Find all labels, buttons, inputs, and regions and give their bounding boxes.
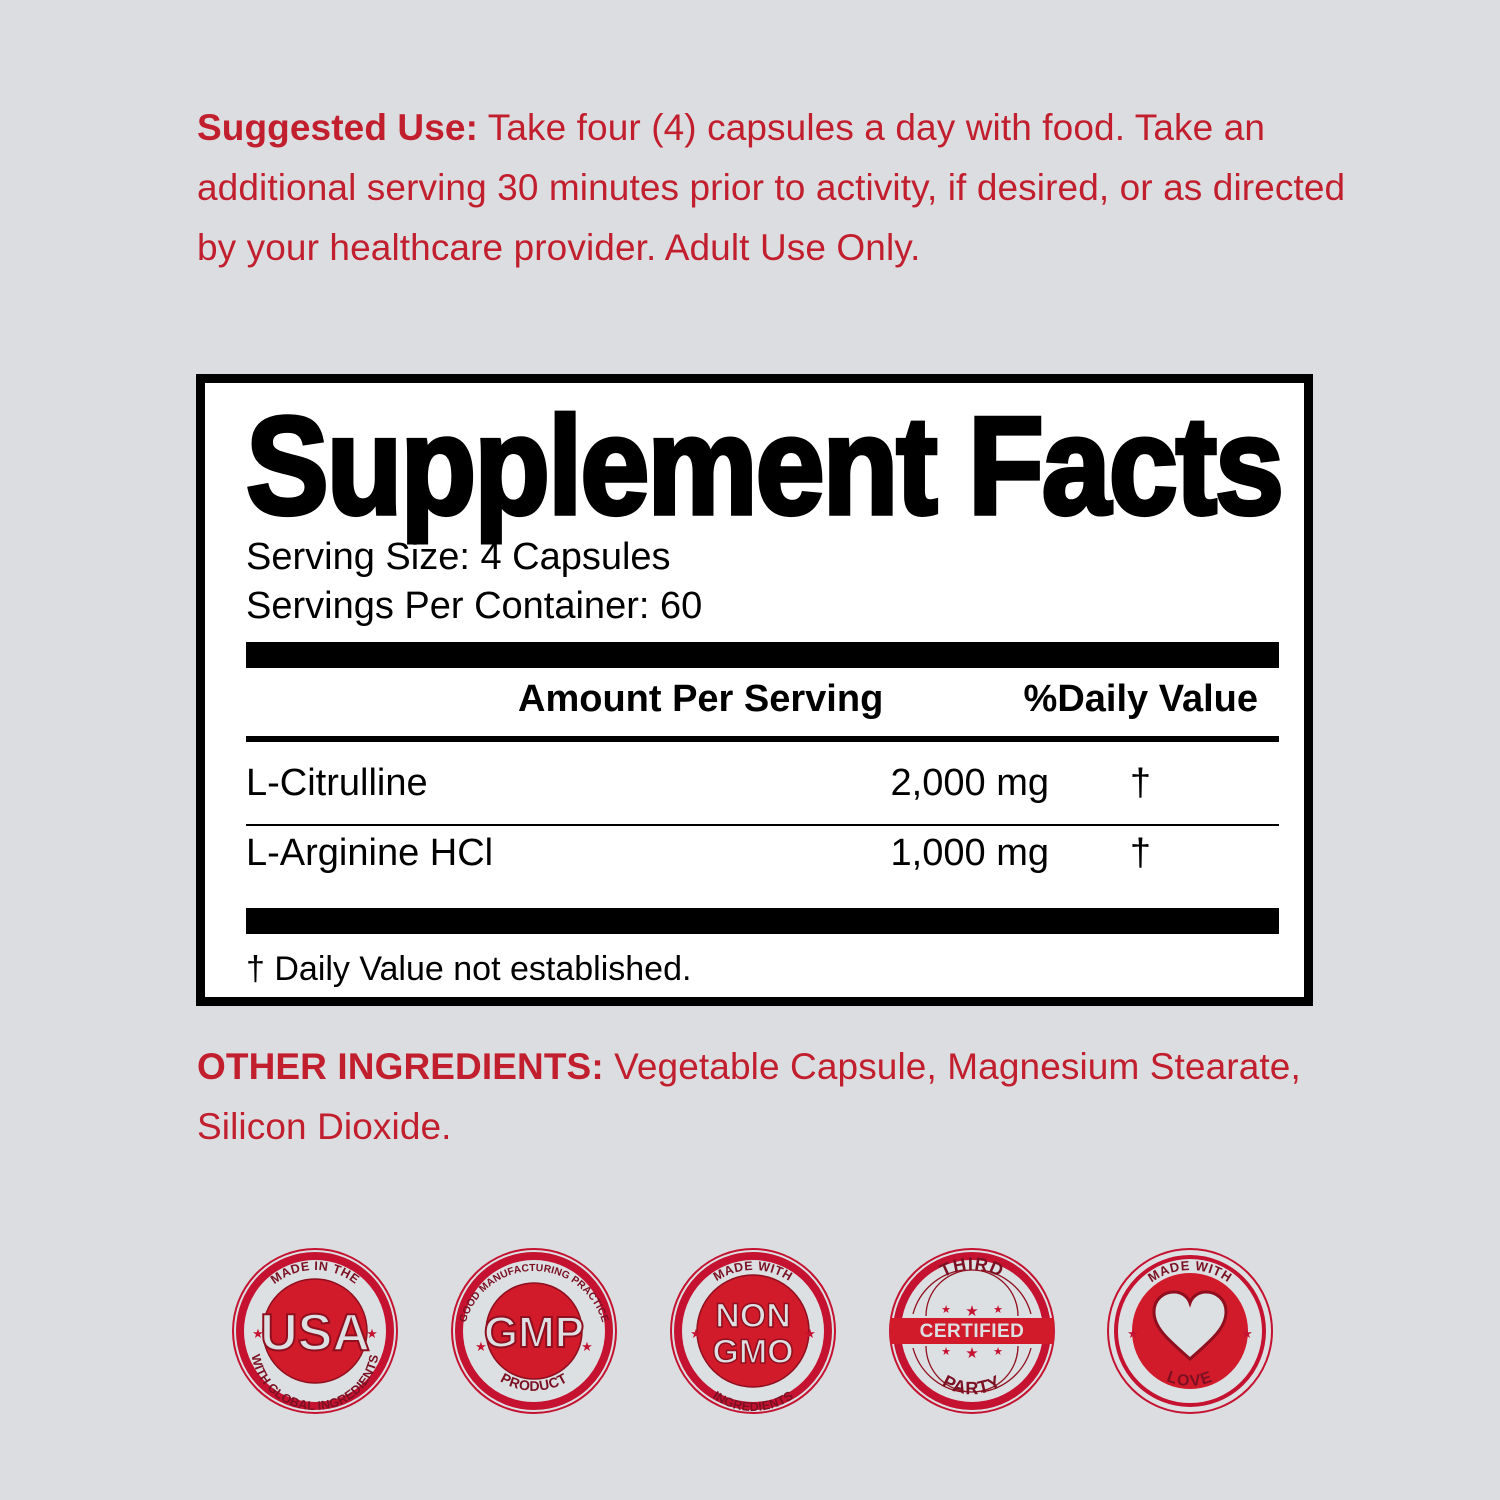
svg-text:★: ★ [993, 1304, 1003, 1316]
svg-text:★: ★ [941, 1346, 951, 1358]
svg-text:★: ★ [690, 1326, 702, 1341]
svg-text:★: ★ [941, 1304, 951, 1316]
svg-text:GMP: GMP [484, 1308, 584, 1357]
svg-text:★: ★ [965, 1303, 978, 1320]
svg-text:★: ★ [804, 1326, 816, 1341]
svg-text:★: ★ [993, 1346, 1003, 1358]
svg-text:USA: USA [260, 1304, 370, 1362]
svg-text:★: ★ [1127, 1326, 1139, 1341]
svg-text:★: ★ [965, 1345, 978, 1362]
svg-text:★: ★ [1241, 1326, 1253, 1341]
svg-text:GMO: GMO [712, 1333, 793, 1371]
svg-text:NON: NON [715, 1297, 791, 1335]
svg-text:CERTIFIED: CERTIFIED [920, 1321, 1025, 1342]
